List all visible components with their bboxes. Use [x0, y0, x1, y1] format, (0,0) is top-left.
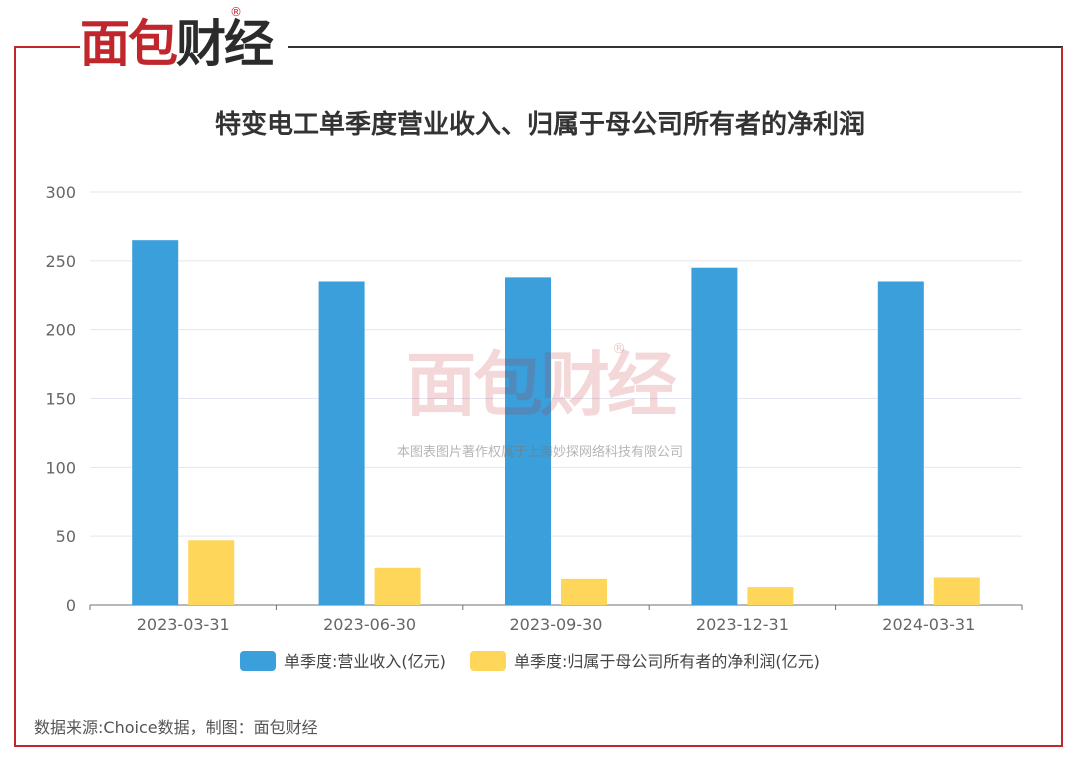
bar-net-profit-2023-03-31 — [188, 540, 235, 605]
y-tick-label-100: 100 — [45, 458, 76, 477]
logo-registered-mark: ® — [230, 5, 242, 19]
chart-frame — [14, 47, 1063, 747]
bar-revenue-2023-12-31 — [691, 267, 738, 605]
bar-net-profit-2024-03-31 — [933, 577, 980, 605]
logo-red-text: 面包 — [80, 15, 178, 73]
x-tick-label-2024-03-31: 2024-03-31 — [882, 615, 975, 634]
bar-revenue-2023-06-30 — [318, 281, 365, 605]
chart-legend: 单季度:营业收入(亿元) 单季度:归属于母公司所有者的净利润(亿元) — [0, 650, 1080, 674]
bar-net-profit-2023-09-30 — [561, 578, 607, 605]
y-tick-label-300: 300 — [45, 183, 76, 202]
bar-revenue-2023-03-31 — [132, 240, 179, 605]
bar-revenue-2024-03-31 — [877, 281, 924, 605]
legend-label-net-profit: 单季度:归属于母公司所有者的净利润(亿元) — [514, 652, 820, 671]
legend-item-net-profit: 单季度:归属于母公司所有者的净利润(亿元) — [470, 650, 820, 674]
x-tick-label-2023-09-30: 2023-09-30 — [510, 615, 603, 634]
data-source-note: 数据来源:Choice数据，制图：面包财经 — [34, 718, 318, 737]
x-tick-label-2023-03-31: 2023-03-31 — [137, 615, 230, 634]
logo-dark-text: 财经 — [176, 15, 274, 73]
y-tick-label-250: 250 — [45, 252, 76, 271]
bar-revenue-2023-09-30 — [505, 277, 551, 605]
frame-top-line-dark — [288, 46, 1063, 48]
frame-top-line-red — [14, 46, 80, 48]
brand-logo: 面包财经 ® — [80, 6, 285, 76]
chart-title: 特变电工单季度营业收入、归属于母公司所有者的净利润 — [214, 110, 865, 140]
y-tick-label-0: 0 — [66, 596, 76, 615]
bar-net-profit-2023-12-31 — [747, 587, 794, 605]
x-tick-label-2023-12-31: 2023-12-31 — [696, 615, 789, 634]
x-tick-label-2023-06-30: 2023-06-30 — [323, 615, 416, 634]
bar-net-profit-2023-06-30 — [374, 567, 421, 605]
y-tick-label-50: 50 — [56, 527, 76, 546]
y-tick-label-150: 150 — [45, 390, 76, 409]
y-tick-label-200: 200 — [45, 321, 76, 340]
legend-label-revenue: 单季度:营业收入(亿元) — [284, 652, 446, 671]
legend-swatch-net-profit — [470, 651, 506, 671]
legend-item-revenue: 单季度:营业收入(亿元) — [240, 650, 446, 674]
legend-swatch-revenue — [240, 651, 276, 671]
